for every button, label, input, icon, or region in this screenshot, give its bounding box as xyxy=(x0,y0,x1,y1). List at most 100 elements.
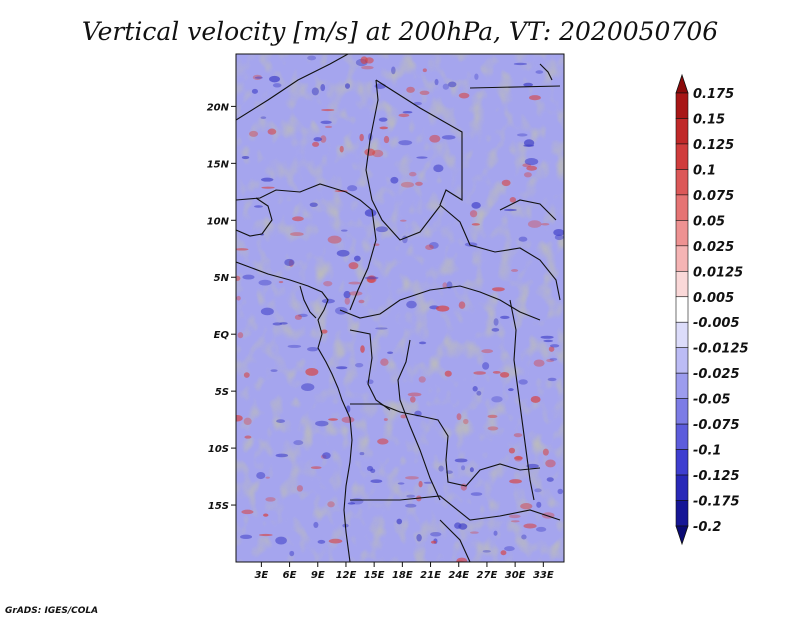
field-cell xyxy=(335,366,348,370)
field-cell xyxy=(548,346,555,352)
border-east-b xyxy=(469,85,561,89)
field-cell xyxy=(375,327,388,330)
field-cell xyxy=(435,305,450,312)
field-cell xyxy=(236,248,249,251)
field-cell xyxy=(476,390,482,396)
field-cell xyxy=(524,158,539,166)
field-cell xyxy=(542,448,549,456)
field-cell xyxy=(530,396,541,403)
field-cell xyxy=(546,358,555,363)
field-cell xyxy=(508,388,514,392)
field-cell xyxy=(500,550,507,556)
y-tick-label: EQ xyxy=(214,330,230,341)
field-cell xyxy=(456,413,462,421)
field-cell xyxy=(383,418,388,421)
field-cell xyxy=(315,420,329,427)
field-cell xyxy=(265,476,270,479)
field-cell xyxy=(256,471,266,480)
field-cell xyxy=(375,226,388,233)
field-cell xyxy=(313,137,323,142)
colorbar-label: 0.025 xyxy=(693,240,734,255)
field-cell xyxy=(433,164,444,173)
field-cell xyxy=(359,452,365,456)
field-cell xyxy=(322,452,331,460)
field-cell xyxy=(406,86,415,93)
field-cell xyxy=(244,435,252,439)
field-cell xyxy=(545,459,556,468)
field-cell xyxy=(343,290,351,299)
colorbar-label: 0.15 xyxy=(693,112,725,127)
border-drc-west xyxy=(349,329,391,411)
field-cell xyxy=(236,295,241,301)
y-tick-label: 15N xyxy=(207,159,230,170)
field-cell xyxy=(379,126,389,130)
field-cell xyxy=(312,141,320,147)
field-cell xyxy=(523,82,533,87)
colorbar-label: -0.05 xyxy=(693,393,730,408)
field-cell xyxy=(523,144,535,147)
field-cell xyxy=(377,438,389,445)
field-cell xyxy=(344,83,351,89)
colorbar-segment xyxy=(675,220,689,247)
y-tick-label: 15S xyxy=(208,501,229,512)
colorbar-label: -0.175 xyxy=(693,495,740,510)
field-cell xyxy=(320,84,326,92)
field-cell xyxy=(311,87,319,96)
field-cell xyxy=(397,482,405,485)
field-cell xyxy=(463,418,469,425)
field-cell xyxy=(359,133,364,142)
field-cell xyxy=(469,210,478,218)
field-cell xyxy=(390,176,399,184)
colorbar-segment xyxy=(675,296,689,323)
field-cell xyxy=(418,341,427,345)
field-cell xyxy=(364,148,376,156)
field-cell xyxy=(252,74,263,80)
field-cell xyxy=(473,371,486,375)
field-cell xyxy=(482,550,491,553)
field-cell xyxy=(317,539,326,544)
field-cell xyxy=(287,344,302,348)
field-cell xyxy=(471,201,481,209)
field-cell xyxy=(418,376,426,383)
field-cell xyxy=(327,501,335,508)
x-tick-label: 21E xyxy=(420,570,441,581)
field-cell xyxy=(248,130,259,137)
field-cell xyxy=(258,533,273,537)
colorbar: 0.175 0.15 0.125 0.1 0.075 0.05 0.025 0.0125 0.0… xyxy=(675,73,749,546)
field-cell xyxy=(458,92,470,99)
x-tick-label: 15E xyxy=(364,570,385,581)
field-cell xyxy=(503,208,517,212)
y-axis: 20N 15N 10N 5N EQ 5S 10S 15S xyxy=(207,102,236,512)
border-gulf xyxy=(299,285,317,319)
colorbar-label: -0.005 xyxy=(693,316,740,331)
field-cell xyxy=(336,249,350,257)
field-cell xyxy=(469,531,479,534)
field-cell xyxy=(258,279,272,286)
field-cell xyxy=(444,370,452,377)
field-cell xyxy=(527,220,542,228)
colorbar-segment xyxy=(675,245,689,272)
plot-area xyxy=(235,53,565,563)
coastline-west xyxy=(236,261,353,562)
plot-frame xyxy=(235,53,565,563)
field-cell xyxy=(270,369,278,372)
x-tick-label: 3E xyxy=(254,570,268,581)
colorbar-segment xyxy=(675,321,689,349)
y-tick-label: 5N xyxy=(214,273,230,284)
field-cell xyxy=(461,465,466,471)
field-cell xyxy=(526,463,539,469)
field-cell xyxy=(364,276,379,280)
field-cell xyxy=(533,359,545,367)
field-cell xyxy=(540,335,554,339)
field-cell xyxy=(442,282,448,289)
field-cell xyxy=(383,135,390,144)
colorbar-segment xyxy=(675,449,689,476)
field-cell xyxy=(353,255,361,262)
field-cell xyxy=(399,219,407,222)
field-cell xyxy=(284,258,295,267)
field-cell xyxy=(471,223,480,226)
colorbar-segment xyxy=(675,143,689,170)
field-cell xyxy=(456,557,468,562)
field-cell xyxy=(398,113,410,118)
